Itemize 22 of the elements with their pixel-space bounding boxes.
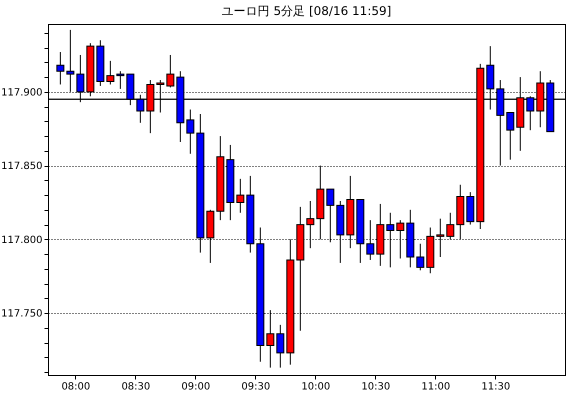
y-tick-label: 117.900 xyxy=(1,87,42,98)
candlestick xyxy=(236,178,244,214)
candlestick xyxy=(276,324,284,368)
x-tick-label: 10:30 xyxy=(361,382,390,392)
x-tick-label: 09:00 xyxy=(181,382,210,392)
x-tick-label: 09:30 xyxy=(241,382,270,392)
y-tick-label: 117.750 xyxy=(1,308,42,320)
candlestick xyxy=(186,109,194,154)
candlestick xyxy=(416,243,424,271)
chart-title: ユーロ円 5分足 [08/16 11:59] xyxy=(222,4,392,18)
candlestick xyxy=(506,112,514,160)
candlestick xyxy=(56,52,64,85)
x-tick-label: 08:00 xyxy=(61,382,90,392)
y-tick-label: 117.800 xyxy=(1,234,42,246)
candlestick xyxy=(116,70,124,90)
y-tick-label: 117.850 xyxy=(1,161,42,172)
candlestick xyxy=(106,60,114,85)
x-tick-label: 11:30 xyxy=(481,382,510,392)
candlestick xyxy=(166,54,174,88)
x-tick-label: 10:00 xyxy=(301,382,330,392)
x-tick-label: 08:30 xyxy=(121,382,150,392)
x-tick-label: 11:00 xyxy=(421,382,450,392)
